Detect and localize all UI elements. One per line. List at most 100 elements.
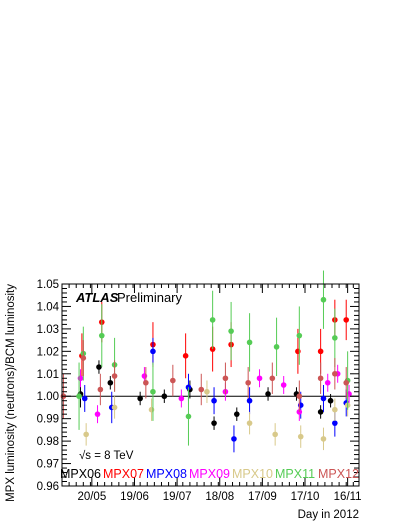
- data-point: [170, 377, 176, 384]
- data-point: [297, 433, 304, 440]
- data-point: [324, 379, 331, 386]
- data-point: [143, 379, 149, 386]
- preliminary-label: Preliminary: [117, 290, 183, 305]
- data-point: [296, 332, 303, 339]
- data-point: [273, 344, 280, 350]
- x-tick-label: 17/10: [291, 491, 320, 503]
- plot-frame: [61, 283, 360, 487]
- x-tick-label: 19/07: [163, 491, 192, 503]
- data-point: [209, 317, 216, 323]
- data-point: [198, 386, 205, 393]
- data-point: [161, 393, 168, 400]
- data-point: [332, 335, 338, 341]
- data-point: [111, 404, 118, 411]
- data-point: [76, 393, 82, 400]
- data-point: [96, 364, 102, 370]
- series-mpx08: [81, 337, 350, 453]
- y-tick-label: 0.96: [37, 481, 59, 493]
- y-tick-label: 1.04: [37, 301, 60, 313]
- y-tick-label: 1.02: [37, 346, 59, 358]
- data-point: [272, 431, 278, 438]
- x-axis-title: Day in 2012: [298, 509, 359, 521]
- data-point: [320, 436, 327, 442]
- data-point: [332, 370, 338, 377]
- data-point: [209, 346, 216, 352]
- axis-ticks: 0.96 0.97 0.98 0.99 1.00 1.01 1.02 1.03 1.04 1.05…: [37, 279, 362, 503]
- legend-entry: MPX12: [318, 467, 359, 481]
- data-point: [295, 348, 301, 355]
- y-tick-label: 0.98: [37, 436, 59, 448]
- data-point: [332, 420, 338, 426]
- data-point: [269, 375, 276, 382]
- data-point: [211, 420, 217, 426]
- data-point: [246, 339, 253, 346]
- data-point: [97, 386, 104, 393]
- y-tick-label: 1.01: [37, 369, 59, 381]
- data-point: [81, 395, 88, 402]
- legend-entry: MPX10: [232, 467, 273, 481]
- x-tick-label: 17/09: [248, 491, 277, 503]
- data-point: [280, 382, 287, 388]
- data-point: [343, 379, 350, 386]
- legend: MPX06 MPX07 MPX08 MPX09 MPX10 MPX11 MPX12: [60, 467, 359, 481]
- data-point: [185, 413, 192, 420]
- data-point: [98, 332, 105, 339]
- legend-entry: MPX11: [275, 467, 315, 481]
- data-point: [245, 379, 251, 386]
- data-point: [148, 406, 155, 413]
- data-point: [332, 406, 338, 413]
- y-tick-label: 1.05: [37, 279, 59, 291]
- y-tick-label: 1.03: [37, 324, 59, 336]
- data-point: [94, 411, 101, 417]
- series-mpx10: [83, 380, 351, 451]
- data-point: [204, 388, 210, 395]
- energy-label: √s = 8 TeV: [79, 449, 134, 462]
- x-tick-label: 18/08: [205, 491, 234, 503]
- data-point: [233, 411, 240, 417]
- data-point: [80, 355, 87, 361]
- data-point: [178, 395, 185, 402]
- data-point: [256, 375, 263, 382]
- y-axis-title: MPX luminosity (neutrons)/BCM luminosity: [5, 284, 17, 502]
- data-point: [83, 431, 89, 438]
- data-point: [150, 388, 156, 395]
- series-mpx06: [77, 360, 334, 430]
- data-point: [246, 420, 253, 426]
- data-points-layer: [60, 270, 352, 453]
- data-point: [246, 397, 253, 404]
- x-tick-label: 20/05: [77, 491, 106, 503]
- data-point: [222, 375, 229, 382]
- data-point: [137, 395, 143, 402]
- data-point: [77, 375, 84, 382]
- series-mpx07: [79, 299, 350, 379]
- data-point: [150, 348, 156, 355]
- y-tick-label: 0.99: [37, 414, 59, 426]
- legend-entry: MPX09: [189, 467, 230, 481]
- y-tick-label: 1.00: [37, 391, 59, 403]
- annotations: ATLAS Preliminary √s = 8 TeV: [75, 290, 183, 462]
- legend-entry: MPX07: [103, 467, 144, 481]
- data-point: [297, 402, 304, 409]
- data-point: [317, 348, 324, 355]
- data-point: [141, 373, 148, 379]
- data-point: [296, 393, 303, 400]
- data-point: [320, 296, 327, 303]
- data-point: [320, 395, 327, 402]
- data-point: [211, 397, 217, 404]
- data-point: [296, 409, 303, 415]
- data-point: [343, 317, 350, 323]
- data-point: [327, 397, 334, 404]
- atlas-label: ATLAS: [75, 290, 119, 305]
- data-point: [317, 375, 324, 382]
- legend-entry: MPX06: [60, 467, 101, 481]
- x-tick-label: 16/11: [334, 491, 362, 503]
- x-tick-label: 19/06: [120, 491, 149, 503]
- axis-labels: MPX luminosity (neutrons)/BCM luminosity…: [5, 284, 359, 521]
- data-point: [111, 373, 118, 379]
- data-point: [265, 391, 271, 397]
- data-point: [228, 328, 234, 334]
- legend-entry: MPX08: [146, 467, 187, 481]
- y-tick-label: 0.97: [37, 459, 59, 471]
- data-point: [107, 379, 114, 386]
